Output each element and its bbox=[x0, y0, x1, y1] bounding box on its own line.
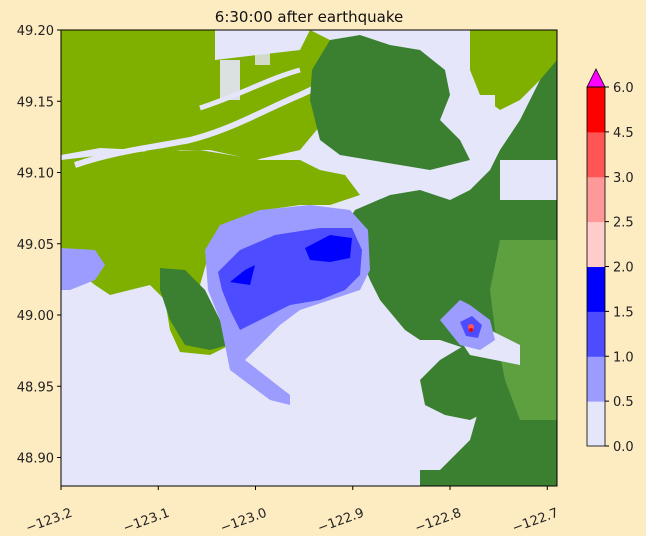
y-tick-label: 49.00 bbox=[17, 309, 54, 324]
peak-marker-high bbox=[468, 324, 474, 330]
chart-title: 6:30:00 after earthquake bbox=[215, 8, 403, 26]
colorbar-tick-label: 0.0 bbox=[613, 440, 634, 455]
x-tick-label: −123.1 bbox=[121, 506, 171, 536]
colorbar-bin bbox=[587, 311, 605, 357]
colorbar-bin bbox=[587, 401, 605, 447]
land-block bbox=[255, 40, 270, 65]
colorbar-bin bbox=[587, 87, 605, 133]
x-tick-label: −122.8 bbox=[413, 506, 463, 536]
y-tick-label: 48.90 bbox=[17, 452, 54, 467]
y-tick-label: 49.15 bbox=[17, 95, 54, 110]
x-tick-label: −122.7 bbox=[510, 506, 560, 536]
y-tick-label: 49.20 bbox=[17, 24, 54, 39]
point-roberts-upland bbox=[160, 268, 228, 350]
colorbar-bin bbox=[587, 221, 605, 267]
x-axis: −123.2 −123.1 −123.0 −122.9 −122.8 −122.7 bbox=[24, 486, 561, 536]
river-arm bbox=[199, 67, 301, 111]
island-lowland bbox=[61, 150, 360, 355]
colorbar-tick-label: 1.5 bbox=[613, 305, 634, 320]
colorbar-bin bbox=[587, 131, 605, 178]
y-axis: 49.20 49.15 49.10 49.05 49.00 48.95 48.90 bbox=[17, 24, 61, 467]
colorbar-tick-label: 1.0 bbox=[613, 350, 634, 365]
x-tick-label: −123.0 bbox=[219, 506, 269, 536]
y-tick-label: 49.05 bbox=[17, 238, 54, 253]
north-upland bbox=[310, 35, 470, 170]
east-upland-light bbox=[490, 240, 557, 420]
x-tick-label: −123.2 bbox=[24, 506, 74, 536]
east-upland-lowland bbox=[470, 30, 557, 110]
colorbar-tick-label: 6.0 bbox=[613, 81, 634, 96]
inland-water bbox=[455, 95, 495, 130]
colorbar-bin bbox=[587, 176, 605, 223]
white-rock-upland bbox=[420, 345, 500, 420]
plot-area bbox=[61, 30, 557, 486]
y-tick-label: 48.95 bbox=[17, 380, 54, 395]
colorbar: 0.0 0.5 1.0 1.5 2.0 2.5 3.0 4.5 6.0 bbox=[586, 68, 634, 455]
colorbar-bin bbox=[587, 356, 605, 402]
colorbar-tick-label: 2.5 bbox=[613, 216, 634, 231]
flood-band-west bbox=[61, 248, 105, 290]
y-tick-label: 49.10 bbox=[17, 167, 54, 182]
plot-frame bbox=[60, 29, 558, 487]
inland-water bbox=[500, 160, 557, 200]
colorbar-tick-label: 4.5 bbox=[613, 126, 634, 141]
colorbar-tick-label: 0.5 bbox=[613, 395, 634, 410]
x-tick-label: −122.9 bbox=[316, 506, 366, 536]
flood-band-deep bbox=[230, 265, 255, 285]
colorbar-extend-max bbox=[586, 68, 606, 88]
land-block bbox=[220, 60, 240, 100]
colorbar-tick-label: 3.0 bbox=[613, 171, 634, 186]
dyke-strip bbox=[108, 235, 175, 285]
colorbar-tick-label: 2.0 bbox=[613, 261, 634, 276]
peak-marker-top bbox=[469, 328, 473, 332]
flood-band-deep bbox=[305, 235, 352, 262]
colorbar-bin bbox=[587, 266, 605, 312]
